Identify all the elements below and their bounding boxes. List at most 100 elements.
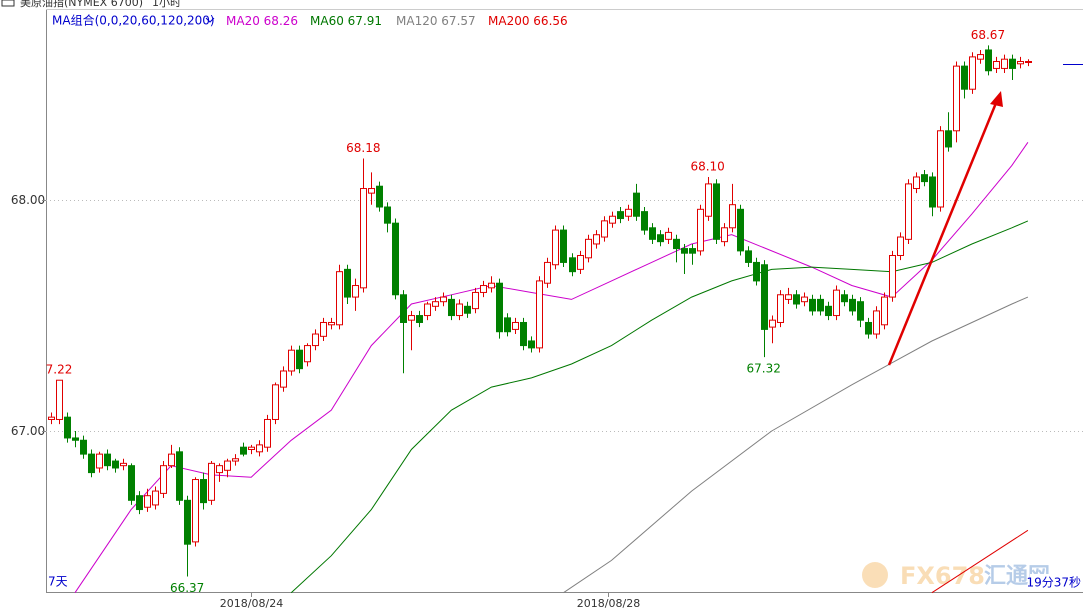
candle-body xyxy=(344,268,351,298)
candle-body xyxy=(873,310,880,335)
candle-body xyxy=(1001,58,1008,69)
trend-arrow xyxy=(887,91,1003,366)
extreme-label: 68.10 xyxy=(690,159,724,173)
candle-body xyxy=(793,294,800,305)
candle-body xyxy=(1017,61,1024,65)
watermark: FX678 汇通网 xyxy=(862,562,1050,590)
candle-body xyxy=(817,298,824,312)
candle-body xyxy=(416,315,423,323)
range-label[interactable]: 7天 xyxy=(48,575,68,589)
extreme-label: 66.37 xyxy=(170,581,204,595)
candle-body xyxy=(729,204,736,229)
candle-body xyxy=(56,379,63,420)
arrow-head xyxy=(990,91,1003,107)
candle-body xyxy=(392,222,399,296)
candle-body xyxy=(721,227,728,243)
candle-body xyxy=(80,439,87,455)
candle-body xyxy=(585,238,592,259)
candle-body xyxy=(224,460,231,471)
candle-body xyxy=(176,451,183,501)
candle-body xyxy=(601,220,608,238)
candle-body xyxy=(609,215,616,224)
extreme-label: 68.18 xyxy=(346,141,380,155)
candle-body xyxy=(905,183,912,240)
candle-body xyxy=(921,174,928,183)
candle-body xyxy=(272,384,279,420)
candle-body xyxy=(761,264,768,330)
candle-body xyxy=(472,291,479,310)
candle-body xyxy=(464,305,471,314)
candle-body xyxy=(312,333,319,347)
candle-body xyxy=(368,188,375,194)
candle-body xyxy=(689,248,696,254)
candle-body xyxy=(96,453,103,469)
candle-body xyxy=(72,437,79,441)
candle-body xyxy=(560,229,567,263)
candle-body xyxy=(168,453,175,467)
candle-body xyxy=(857,301,864,321)
candle-body xyxy=(144,495,151,508)
candle-body xyxy=(208,462,215,501)
candle-body xyxy=(304,345,311,363)
candle-body xyxy=(569,257,576,273)
ma-dropdown[interactable] xyxy=(205,17,215,23)
candle-body xyxy=(825,305,832,317)
candle-body xyxy=(200,479,207,504)
candle-body xyxy=(112,460,119,469)
header: 美原油指(NYMEX 6700) 1小时 xyxy=(1,0,181,9)
candle-body xyxy=(248,446,255,451)
candle-body xyxy=(649,227,656,240)
x-tick-label: 2018/08/24 xyxy=(220,597,283,610)
ma-line xyxy=(931,529,1029,594)
legend-name: MA60 xyxy=(310,14,344,28)
candle-body xyxy=(448,298,455,317)
candle-body xyxy=(985,49,992,72)
ma-label[interactable]: MA组合(0,0,20,60,120,200) xyxy=(52,13,215,28)
candle-body xyxy=(617,211,624,220)
legend-name: MA20 xyxy=(226,14,260,28)
candle-body xyxy=(128,465,135,501)
candle-body xyxy=(889,255,896,298)
candle-body xyxy=(769,319,776,328)
candle-body xyxy=(488,282,495,289)
legend-name: MA120 xyxy=(396,14,437,28)
candle-body xyxy=(536,280,543,349)
y-tick-label: 68.00 xyxy=(11,193,45,207)
candle-body xyxy=(577,255,584,270)
candle-body xyxy=(328,321,335,326)
legend-entry: MA200 66.56 xyxy=(488,14,568,28)
candle-body xyxy=(937,130,944,208)
candle-body xyxy=(432,301,439,307)
header-icon xyxy=(1,0,15,7)
ma-line xyxy=(563,296,1029,594)
timer: 19分37秒 xyxy=(1026,576,1081,590)
candle-body xyxy=(384,206,391,224)
candle-body xyxy=(745,250,752,263)
candle-body xyxy=(673,238,680,250)
candle-body xyxy=(136,495,143,511)
header-title: 美原油指(NYMEX 6700) xyxy=(20,0,143,9)
candle-body xyxy=(809,298,816,312)
candle-body xyxy=(544,261,551,284)
candle-body xyxy=(833,289,840,317)
candle-body xyxy=(665,231,672,240)
candle-body xyxy=(849,298,856,312)
candle-body xyxy=(280,370,287,388)
extreme-label: 7.22 xyxy=(46,363,73,377)
candle-body xyxy=(48,416,55,420)
candle-body xyxy=(1009,58,1016,69)
candle-body xyxy=(953,65,960,132)
candle-body xyxy=(961,65,968,90)
candle-body xyxy=(552,229,559,266)
candle-body xyxy=(737,208,744,252)
candle-body xyxy=(641,211,648,231)
candle-body xyxy=(88,453,95,474)
candle-body xyxy=(64,416,71,439)
candle-body xyxy=(681,248,688,254)
candle-body xyxy=(1025,61,1032,64)
candle-body xyxy=(625,208,632,217)
plot-layer: 7.22 66.37 68.18 68.10 67.32 68.67 xyxy=(46,28,1083,595)
extreme-label: 67.32 xyxy=(747,362,781,376)
candle-body xyxy=(929,176,936,208)
